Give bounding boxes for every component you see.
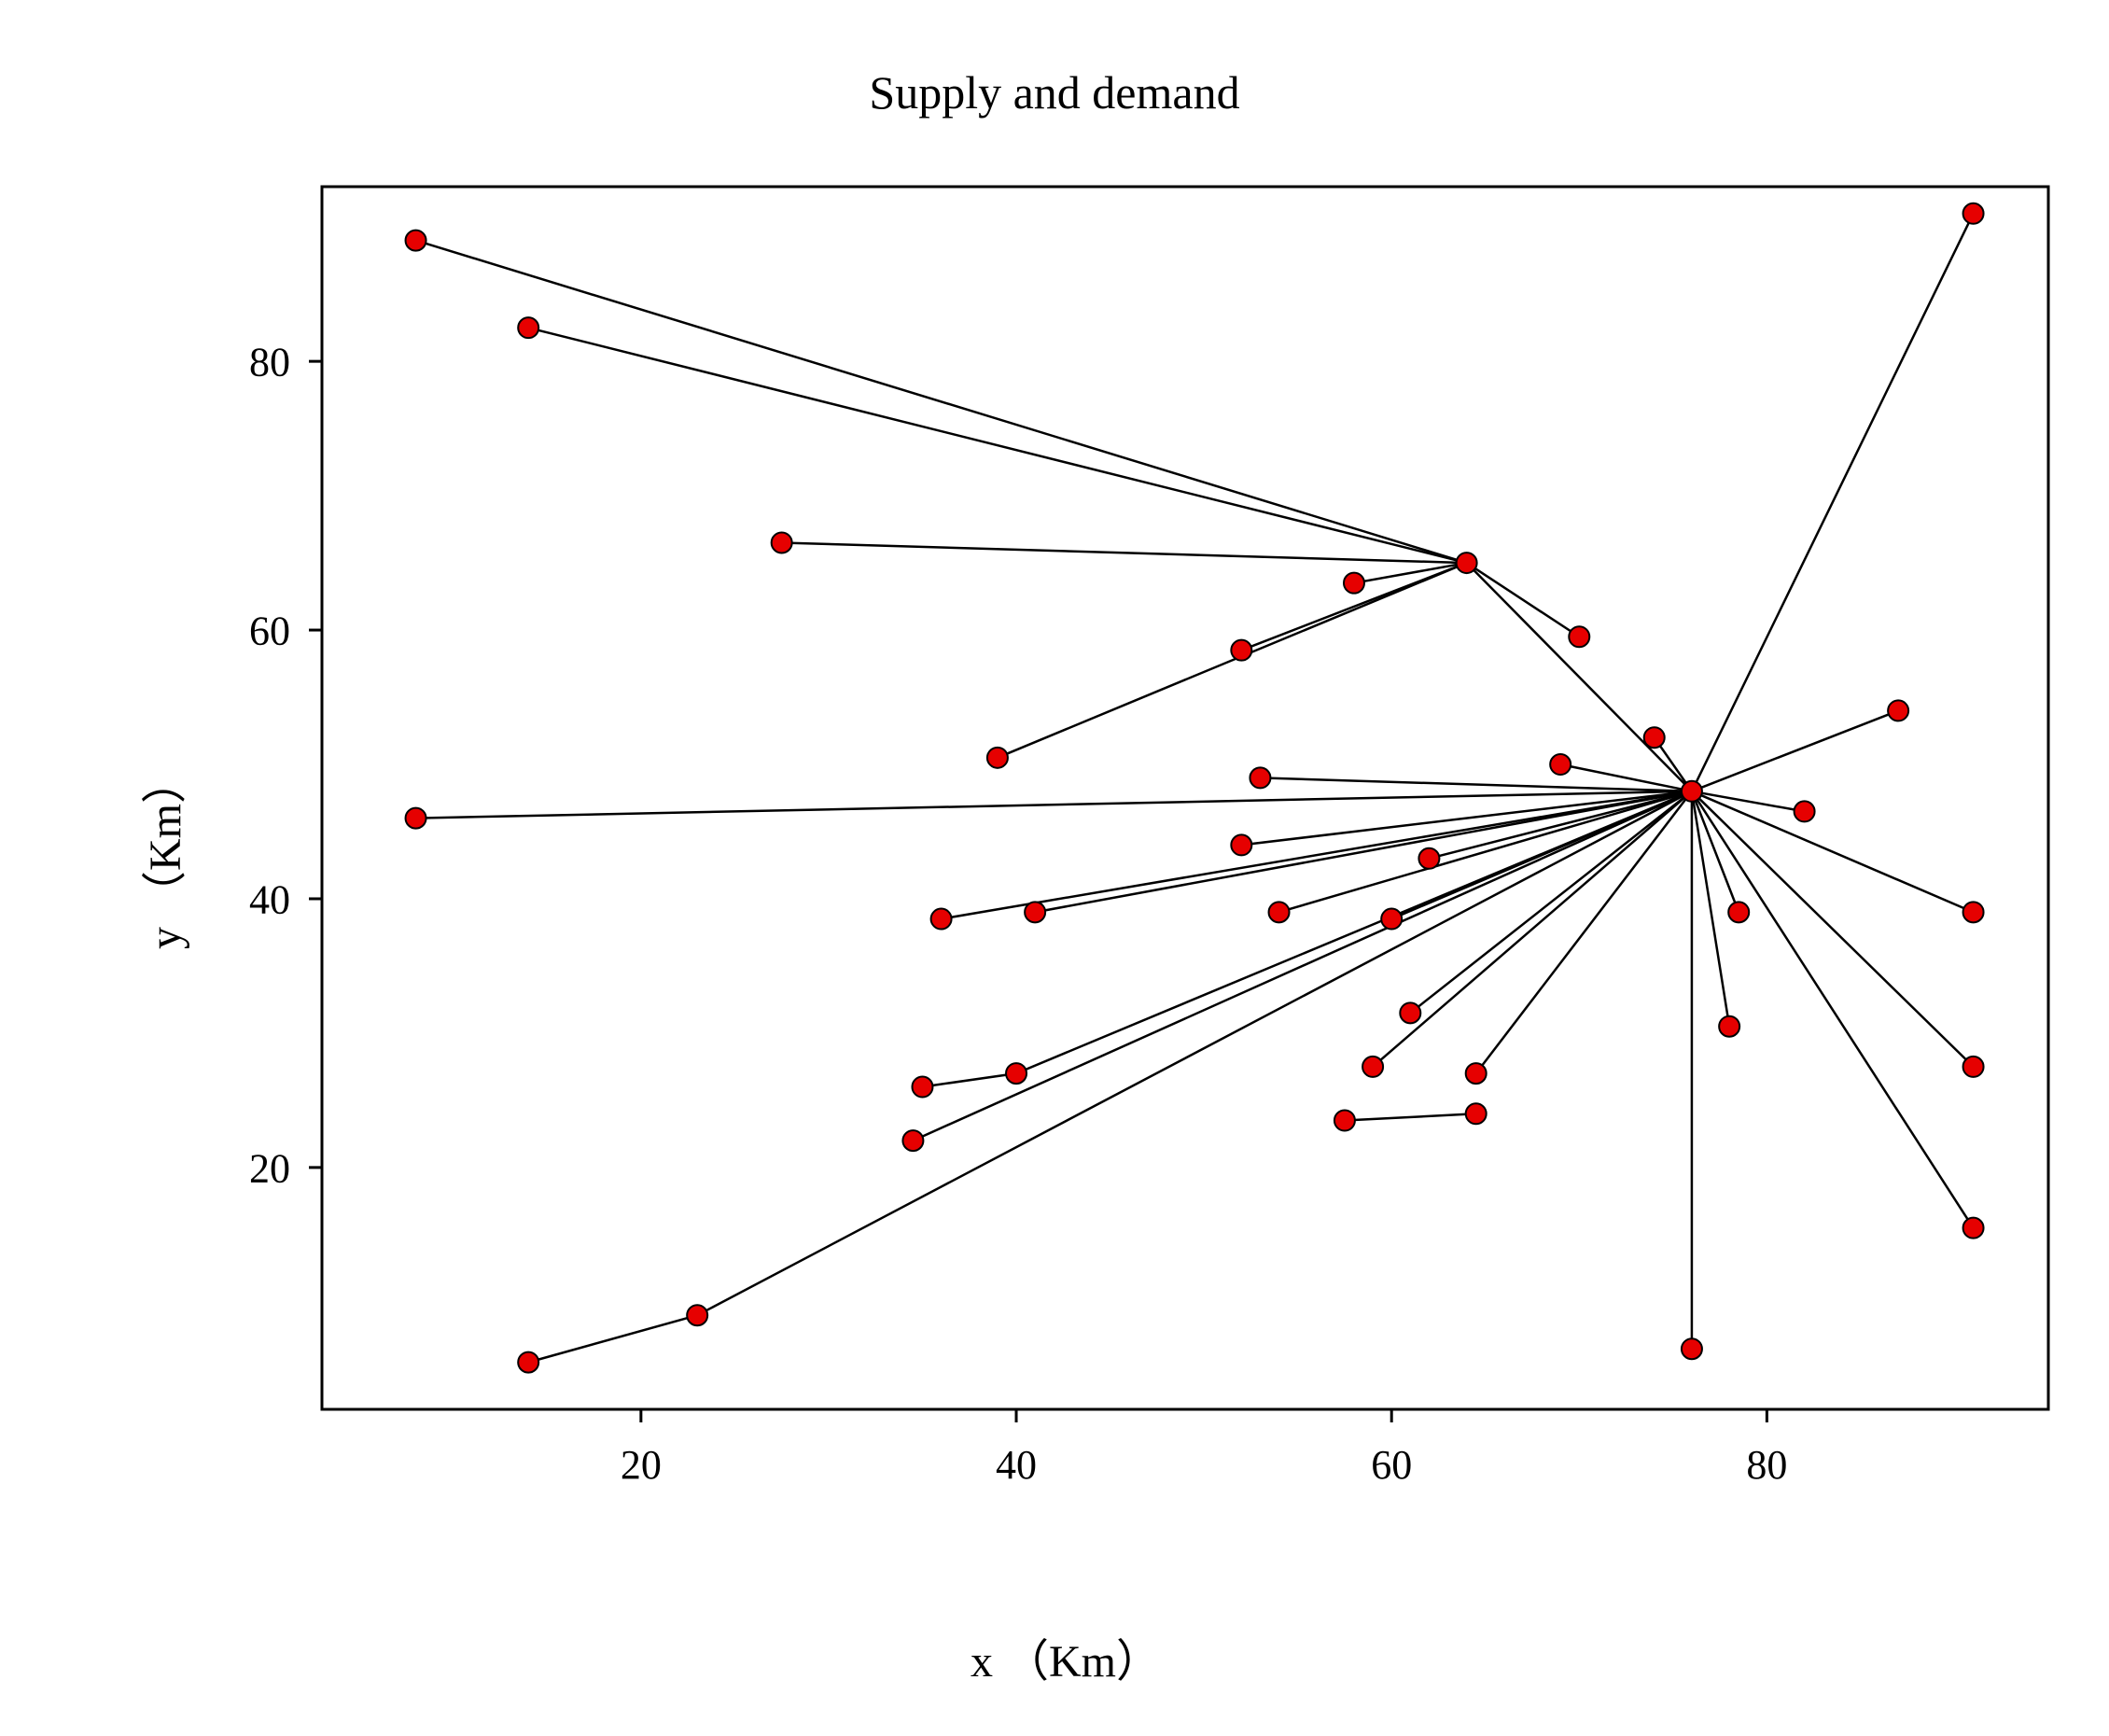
x-tick-label: 20 [621,1442,662,1488]
data-point [1400,1002,1420,1023]
data-point [1231,834,1251,855]
data-point [406,231,426,251]
data-point [1381,909,1402,930]
data-point [931,909,952,930]
chart-plot: 20 40 60 80 20 40 60 80 [0,0,2109,1736]
plot-border [322,187,2048,1409]
data-point [1231,640,1251,661]
data-point [1362,1057,1383,1077]
data-point [1963,203,1984,224]
data-point [902,1130,923,1151]
y-tick-label: 80 [249,340,290,385]
x-tick-label: 40 [996,1442,1037,1488]
y-tick-label: 60 [249,608,290,653]
data-point [1006,1063,1027,1084]
data-point [1795,801,1815,821]
data-point [1644,727,1665,748]
data-point [1719,1016,1739,1037]
data-point [687,1305,707,1325]
data-point [518,317,538,338]
data-point [1682,1338,1702,1359]
chart-container: { "chart": { "type": "network", "title":… [0,0,2109,1736]
x-tick-label: 60 [1371,1442,1412,1488]
data-point [912,1077,932,1098]
y-tick-label: 20 [249,1145,290,1191]
data-point [772,532,792,553]
data-point [1457,553,1477,573]
data-point [1963,902,1984,922]
data-point [1682,781,1702,802]
data-point [1466,1103,1487,1124]
data-point [1963,1057,1984,1077]
data-point [1466,1063,1487,1084]
data-point [1334,1110,1355,1130]
data-point [1963,1218,1984,1239]
data-point [1569,626,1589,647]
data-point [1250,767,1270,788]
data-point [987,748,1008,768]
data-point [1418,848,1439,869]
data-point [1550,754,1571,775]
data-point [1269,902,1290,922]
data-point [1344,573,1364,594]
data-point [1888,700,1908,721]
y-tick-label: 40 [249,876,290,922]
data-point [518,1352,538,1373]
x-tick-label: 80 [1746,1442,1787,1488]
data-point [1025,902,1045,922]
data-point [1728,902,1749,922]
data-point [406,808,426,829]
